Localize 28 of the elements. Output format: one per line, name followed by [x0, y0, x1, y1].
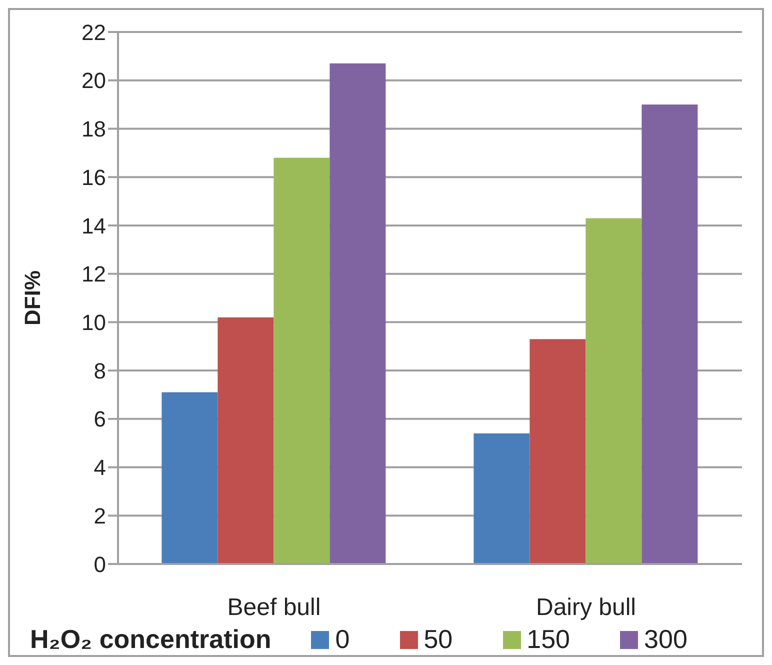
y-tick-label: 22 — [82, 20, 106, 45]
legend-label: 300 — [643, 624, 688, 655]
bar — [218, 317, 274, 564]
x-tick-label: Dairy bull — [536, 594, 636, 622]
y-tick-label: 8 — [94, 358, 106, 384]
legend-label: 0 — [334, 624, 350, 655]
legend-label: 50 — [422, 624, 453, 655]
y-tick-label: 12 — [82, 262, 106, 287]
bar — [274, 158, 330, 564]
y-tick-label: 0 — [94, 552, 106, 577]
legend-label: 150 — [526, 624, 570, 655]
y-axis-title: DFI% — [20, 270, 45, 326]
y-tick-label: 18 — [82, 116, 106, 142]
bar — [642, 104, 698, 564]
bar — [586, 218, 642, 564]
bar — [530, 339, 586, 564]
bar — [474, 433, 530, 564]
y-tick-label: 10 — [82, 310, 106, 335]
bar — [162, 392, 218, 564]
y-tick-label: 6 — [94, 406, 106, 432]
y-tick-label: 4 — [94, 455, 106, 480]
legend-title: H₂O₂ concentration — [30, 624, 272, 655]
bar — [330, 63, 386, 564]
y-tick-label: 2 — [94, 503, 106, 528]
x-tick-label: Beef bull — [227, 594, 321, 622]
y-tick-label: 20 — [82, 68, 106, 94]
y-tick-label: 14 — [82, 213, 106, 238]
y-tick-label: 16 — [82, 164, 106, 190]
